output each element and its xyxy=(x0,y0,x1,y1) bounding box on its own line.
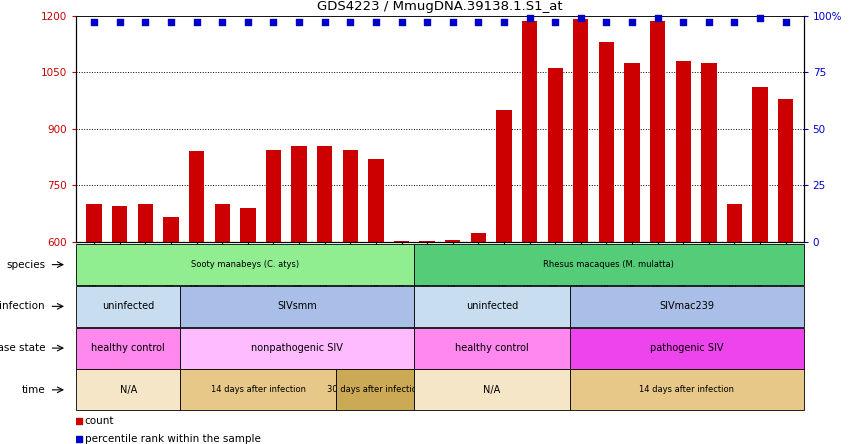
Text: Sooty manabeys (C. atys): Sooty manabeys (C. atys) xyxy=(191,260,299,269)
Bar xyxy=(675,61,691,444)
Bar xyxy=(753,87,768,444)
Text: SIVmac239: SIVmac239 xyxy=(659,301,714,311)
Point xyxy=(753,14,767,21)
Bar xyxy=(445,240,461,444)
Point xyxy=(164,19,178,26)
Point xyxy=(420,19,434,26)
Point xyxy=(625,19,639,26)
Point xyxy=(190,19,204,26)
Point xyxy=(318,19,332,26)
Bar xyxy=(496,110,512,444)
Text: uninfected: uninfected xyxy=(466,301,518,311)
Text: 14 days after infection: 14 days after infection xyxy=(210,385,306,394)
Point xyxy=(523,14,537,21)
Point xyxy=(727,19,741,26)
Point xyxy=(599,19,613,26)
Bar xyxy=(624,63,640,444)
Bar xyxy=(240,208,255,444)
Text: species: species xyxy=(6,260,45,270)
Bar xyxy=(266,150,281,444)
Bar xyxy=(727,204,742,444)
Text: healthy control: healthy control xyxy=(455,343,529,353)
Point xyxy=(574,14,588,21)
Point xyxy=(497,19,511,26)
Text: N/A: N/A xyxy=(120,385,137,395)
Point xyxy=(343,19,357,26)
Point xyxy=(702,19,716,26)
Bar xyxy=(343,150,358,444)
Bar xyxy=(522,21,537,444)
Text: infection: infection xyxy=(0,301,45,311)
Point xyxy=(395,19,409,26)
Bar xyxy=(87,204,102,444)
Bar xyxy=(394,241,410,444)
Title: GDS4223 / MmugDNA.39138.1.S1_at: GDS4223 / MmugDNA.39138.1.S1_at xyxy=(317,0,563,13)
Text: disease state: disease state xyxy=(0,343,45,353)
Bar xyxy=(189,151,204,444)
Bar xyxy=(164,218,178,444)
Text: healthy control: healthy control xyxy=(91,343,165,353)
Bar xyxy=(138,204,153,444)
Bar xyxy=(470,233,486,444)
Point xyxy=(471,19,485,26)
Text: uninfected: uninfected xyxy=(102,301,154,311)
Point xyxy=(139,19,152,26)
Text: N/A: N/A xyxy=(483,385,501,395)
Point xyxy=(292,19,306,26)
Point xyxy=(548,19,562,26)
Point xyxy=(446,19,460,26)
Bar xyxy=(573,19,589,444)
Text: percentile rank within the sample: percentile rank within the sample xyxy=(85,434,261,444)
Point xyxy=(216,19,229,26)
Bar xyxy=(701,63,716,444)
Point xyxy=(650,14,664,21)
Bar xyxy=(778,99,793,444)
Point xyxy=(87,19,101,26)
Bar xyxy=(598,42,614,444)
Text: Rhesus macaques (M. mulatta): Rhesus macaques (M. mulatta) xyxy=(543,260,675,269)
Text: 14 days after infection: 14 days after infection xyxy=(639,385,734,394)
Bar xyxy=(547,68,563,444)
Bar xyxy=(112,206,127,444)
Bar xyxy=(650,21,665,444)
Text: count: count xyxy=(85,416,114,426)
Point xyxy=(113,19,126,26)
Point xyxy=(779,19,792,26)
Point xyxy=(369,19,383,26)
Point xyxy=(676,19,690,26)
Bar xyxy=(317,146,333,444)
Text: nonpathogenic SIV: nonpathogenic SIV xyxy=(251,343,343,353)
Point xyxy=(241,19,255,26)
Text: time: time xyxy=(22,385,45,395)
Bar xyxy=(368,159,384,444)
Bar xyxy=(419,241,435,444)
Text: SIVsmm: SIVsmm xyxy=(277,301,317,311)
Text: 30 days after infection: 30 days after infection xyxy=(327,385,423,394)
Bar xyxy=(215,204,229,444)
Bar xyxy=(291,146,307,444)
Text: pathogenic SIV: pathogenic SIV xyxy=(650,343,723,353)
Point xyxy=(267,19,281,26)
